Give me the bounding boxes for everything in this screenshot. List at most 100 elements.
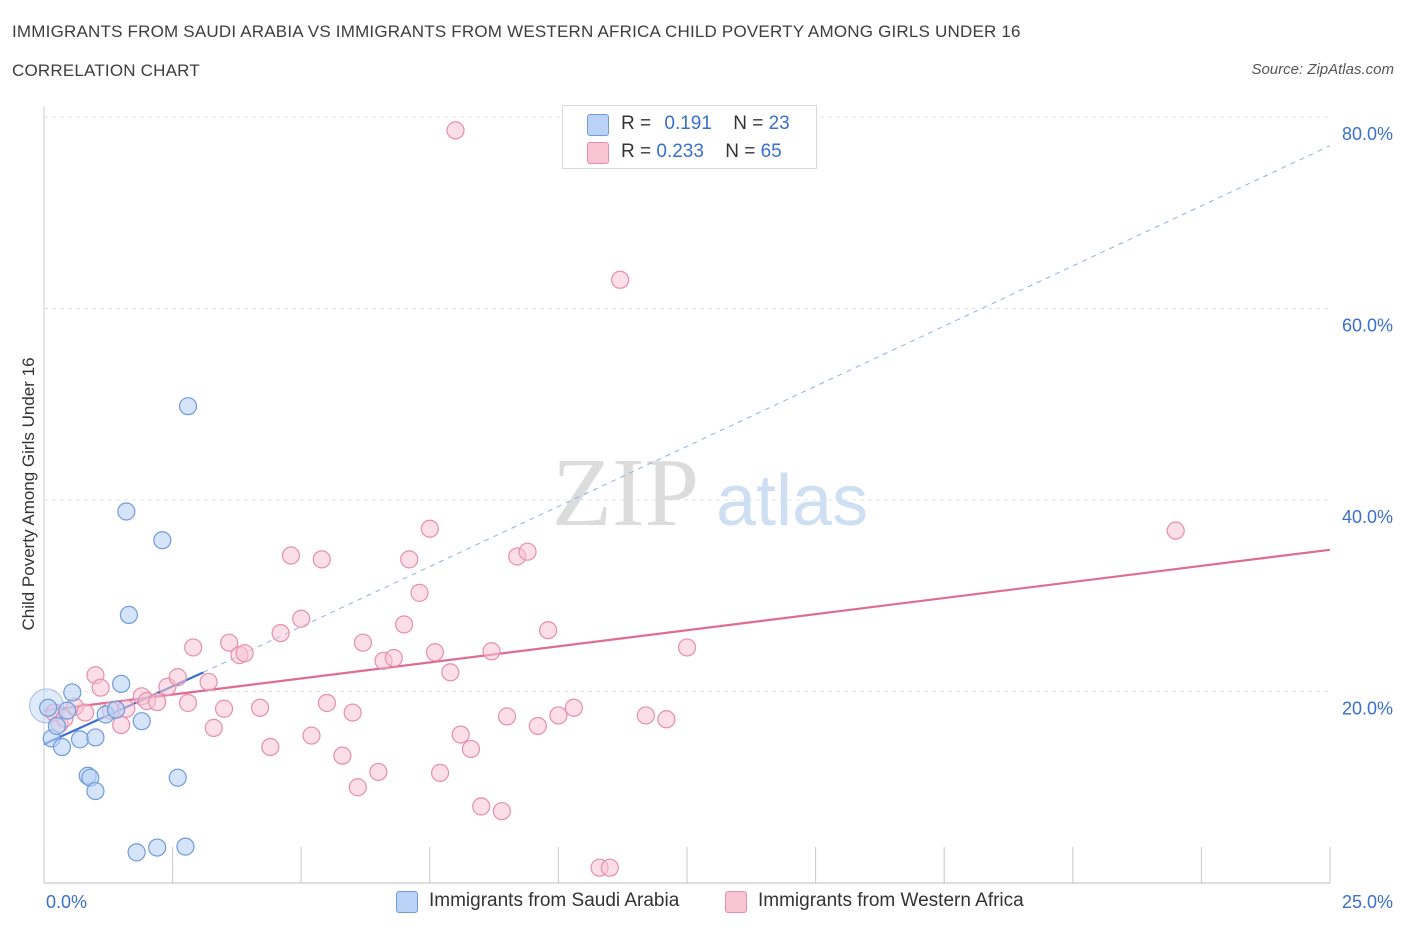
point-wafrica	[281, 546, 301, 565]
point-saudi	[58, 701, 77, 720]
point-wafrica	[184, 638, 203, 657]
point-saudi	[127, 843, 146, 862]
point-saudi	[86, 728, 105, 747]
point-wafrica	[657, 710, 676, 729]
point-wafrica	[549, 706, 568, 725]
point-wafrica	[518, 542, 537, 561]
bottom-legend-swatch-saudi	[396, 891, 418, 913]
point-wafrica	[353, 633, 373, 652]
point-wafrica	[178, 693, 198, 713]
point-wafrica	[148, 692, 167, 712]
point-wafrica	[250, 698, 270, 717]
point-wafrica	[451, 725, 470, 744]
grid-lines	[44, 116, 1330, 692]
point-wafrica	[425, 643, 445, 662]
axes	[43, 107, 1331, 884]
point-saudi	[153, 531, 172, 550]
point-wafrica	[394, 615, 414, 634]
point-wafrica	[168, 668, 187, 687]
x-tick-label-min: 0.0%	[46, 892, 87, 912]
point-wafrica	[441, 663, 460, 682]
point-wafrica	[461, 739, 481, 759]
legend-r-saudi: 0.191	[664, 113, 712, 134]
point-saudi	[39, 698, 58, 717]
point-wafrica	[214, 699, 234, 718]
correlation-legend: R = 0.191 N = 23 R = 0.233 N = 65	[562, 105, 817, 169]
point-saudi	[168, 768, 187, 787]
point-saudi	[148, 838, 167, 857]
point-wafrica	[292, 609, 311, 628]
legend-n-wafrica: 65	[760, 141, 782, 162]
legend-n-label: N =	[733, 113, 764, 134]
bottom-legend-label-wafrica: Immigrants from Western Africa	[758, 890, 1024, 911]
point-wafrica	[564, 698, 583, 717]
bottom-legend-label-saudi: Immigrants from Saudi Arabia	[429, 890, 680, 911]
watermark-zip: ZIP	[552, 439, 699, 547]
x-tick-label-max: 25.0%	[1342, 892, 1393, 912]
point-wafrica	[348, 778, 367, 797]
legend-r-label: R =	[621, 113, 652, 134]
point-wafrica	[472, 797, 491, 816]
point-wafrica	[271, 623, 290, 643]
point-wafrica	[420, 519, 439, 538]
point-wafrica	[677, 638, 697, 657]
watermark-atlas: atlas	[716, 461, 868, 541]
point-wafrica	[199, 672, 218, 692]
data-points	[29, 121, 1185, 877]
bottom-legend-swatch-wafrica	[725, 891, 747, 913]
trend-extension-saudi	[203, 145, 1331, 673]
point-wafrica	[384, 648, 403, 668]
y-tick-label: 40.0%	[1342, 507, 1393, 527]
point-wafrica	[343, 703, 362, 722]
legend-n-label: N =	[725, 141, 756, 162]
legend-swatch-wafrica	[587, 142, 609, 164]
point-saudi	[106, 700, 126, 719]
point-wafrica	[636, 706, 655, 725]
point-wafrica	[400, 550, 419, 569]
y-tick-label: 60.0%	[1342, 316, 1393, 336]
point-saudi	[63, 683, 82, 702]
legend-r-label: R =	[621, 141, 652, 162]
point-saudi	[86, 781, 105, 801]
point-saudi	[70, 730, 90, 749]
point-saudi	[178, 397, 198, 416]
point-wafrica	[261, 737, 280, 757]
source-label: Source: ZipAtlas.com	[1251, 61, 1394, 78]
point-wafrica	[497, 707, 517, 726]
point-wafrica	[430, 763, 450, 782]
point-wafrica	[1166, 521, 1185, 540]
point-wafrica	[333, 746, 352, 765]
point-wafrica	[112, 715, 131, 735]
point-wafrica	[492, 802, 511, 821]
point-saudi	[176, 837, 195, 856]
point-wafrica	[204, 718, 223, 737]
watermark: ZIP atlas	[552, 439, 868, 547]
y-tick-label: 20.0%	[1342, 699, 1393, 719]
point-saudi	[47, 716, 66, 736]
point-saudi	[117, 502, 136, 521]
point-wafrica	[482, 642, 501, 661]
point-saudi	[112, 674, 131, 693]
point-saudi	[119, 605, 138, 625]
point-wafrica	[539, 621, 558, 640]
y-tick-label: 80.0%	[1342, 124, 1393, 144]
point-wafrica	[410, 583, 429, 602]
point-wafrica	[302, 726, 321, 745]
point-wafrica	[446, 121, 465, 140]
trend-line-wafrica	[43, 548, 1331, 712]
point-wafrica	[76, 703, 95, 722]
point-wafrica	[317, 693, 337, 713]
legend-swatch-saudi	[587, 114, 609, 136]
point-wafrica	[611, 270, 630, 289]
point-wafrica	[369, 762, 388, 782]
point-wafrica	[528, 716, 547, 736]
point-wafrica	[312, 550, 331, 569]
point-saudi	[52, 737, 72, 757]
point-wafrica	[600, 858, 619, 877]
tick-labels: 20.0% 40.0% 60.0% 80.0% 0.0% 25.0%	[46, 124, 1393, 912]
point-wafrica	[235, 644, 254, 663]
chart-title: IMMIGRANTS FROM SAUDI ARABIA VS IMMIGRAN…	[12, 22, 1021, 41]
y-axis-title: Child Poverty Among Girls Under 16	[19, 357, 38, 630]
legend-n-saudi: 23	[768, 113, 790, 134]
point-wafrica	[91, 678, 110, 697]
